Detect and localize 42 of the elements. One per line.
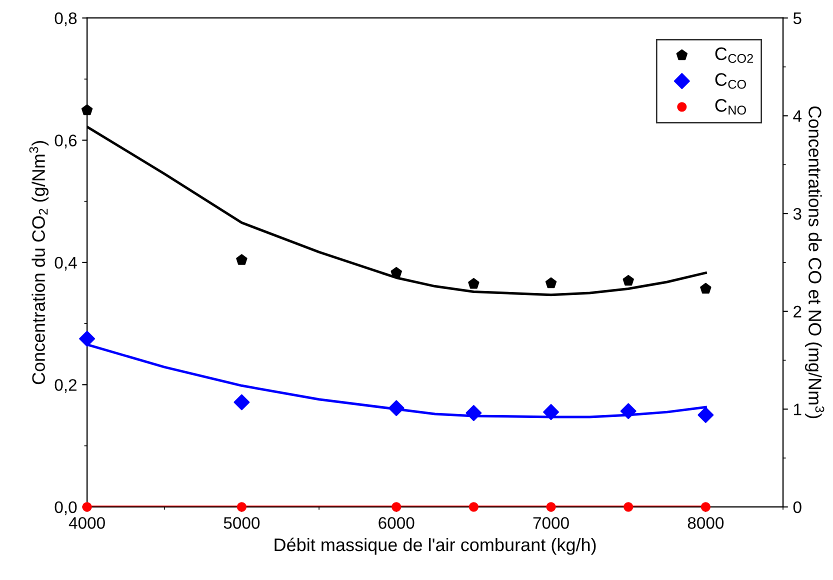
y2-axis-title: Concentrations de CO et NO (mg/Nm$^{3}$) (804, 106, 824, 418)
y2-tick-label: 0 (793, 501, 802, 514)
x-tick-label: 4000 (68, 517, 105, 529)
y2-tick-label: 1 (794, 404, 802, 416)
point (79, 330, 96, 347)
point (624, 502, 634, 512)
point (236, 502, 247, 512)
x-tick-label: 5000 (224, 517, 260, 529)
y2-tick-label: 4 (793, 110, 802, 122)
point (390, 266, 402, 278)
point (82, 502, 92, 512)
point (700, 282, 712, 294)
point (392, 502, 402, 512)
y-tick-label: 0,0 (54, 501, 77, 516)
x-axis-title: Débit massique de l'air comburant (kg/h) (274, 538, 596, 555)
point (234, 394, 250, 410)
point (468, 502, 479, 512)
y-tick-label: 0,6 (54, 134, 77, 148)
y-tick-label: 0,8 (54, 12, 77, 26)
y-tick-label: 0,4 (54, 256, 77, 271)
y-tick-label: 0,2 (54, 379, 76, 393)
point (545, 277, 557, 288)
point (466, 405, 482, 422)
point (698, 407, 714, 423)
point (468, 278, 480, 289)
point (236, 254, 248, 265)
legend-label: C$_{NO}$ (715, 99, 746, 115)
x-tick-label: 7000 (533, 517, 569, 529)
point (700, 502, 710, 512)
point (543, 404, 560, 420)
point (546, 502, 556, 512)
x-tick-label: 8000 (688, 517, 724, 529)
y-axis-title: Concentration du CO$_{2}$ (g/Nm$^{3}$) (29, 141, 49, 384)
y2-tick-label: 2 (794, 306, 802, 318)
legend-label: C$_{CO2}$ (715, 47, 753, 63)
y2-tick-label: 5 (793, 12, 802, 24)
point (620, 403, 636, 420)
point (388, 400, 404, 416)
y2-tick-label: 3 (793, 208, 802, 220)
point (622, 274, 634, 286)
legend-label: C$_{CO}$ (715, 73, 746, 89)
x-tick-label: 6000 (378, 517, 414, 529)
